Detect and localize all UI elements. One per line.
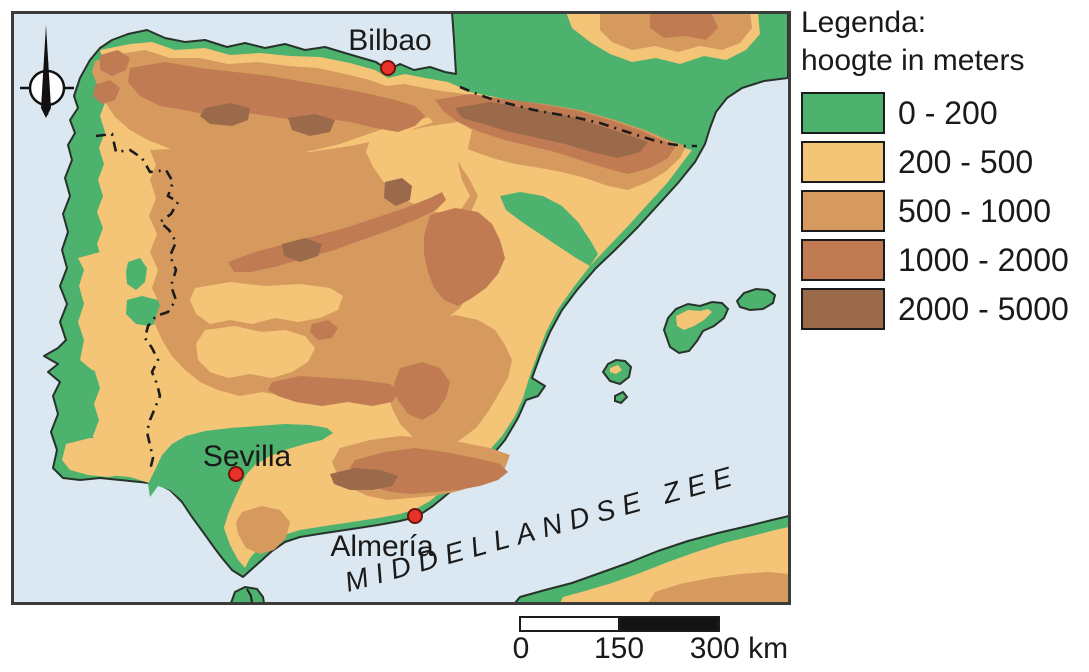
elevation-zone-1000-2000-sistema-central: [228, 192, 446, 272]
guadalquivir-valley-lowland: [148, 424, 333, 573]
upper-ebro-tan: [366, 122, 472, 214]
legend-swatch-200-500: [801, 141, 885, 183]
city-label-almeria: Almería: [330, 530, 434, 563]
elevation-zone-1000-2000-galicia-b: [93, 80, 120, 104]
elevation-zone-2000-5000-cantabrian-b: [288, 114, 335, 136]
island-menorca: [735, 287, 777, 312]
tagus-valley-tan: [190, 282, 343, 324]
elevation-zone-1000-2000-cantabrian: [128, 62, 425, 132]
city-marker-sevilla: Sevilla: [203, 440, 292, 482]
city-dot-bilbao: [380, 60, 396, 76]
legend-label-1000-2000: 1000 - 2000: [898, 241, 1069, 278]
elevation-zone-1000-2000-galicia-a: [100, 50, 130, 76]
city-label-bilbao: Bilbao: [348, 24, 431, 57]
legend-item-1000-2000: 1000 - 2000: [801, 239, 1087, 281]
elevation-zone-1000-2000-iberico: [424, 208, 505, 306]
elevation-zone-500-1000-africa: [648, 572, 789, 603]
map-frame: [11, 11, 791, 605]
elevation-zone-2000-5000-nevada: [330, 468, 398, 490]
elevation-zone-200-500-mallorca: [676, 309, 712, 330]
elevation-zone-500-1000-ronda: [236, 506, 290, 554]
legend-item-200-500: 200 - 500: [801, 141, 1087, 183]
legend-swatch-0-200: [801, 92, 885, 134]
elevation-zone-1000-2000-france: [650, 14, 718, 40]
legend-label-0-200: 0 - 200: [898, 94, 998, 131]
border-spain-portugal: [95, 132, 180, 471]
ebro-valley-lowland: [500, 192, 598, 266]
city-marker-bilbao: Bilbao: [348, 24, 432, 76]
border-morocco-tip: [246, 588, 253, 603]
north-arrow-compass-icon: [20, 25, 74, 118]
legend-swatch-500-1000: [801, 190, 885, 232]
legend-title-line2: hoogte in meters: [801, 44, 1025, 77]
scale-tick-0: 0: [513, 632, 530, 665]
scale-tick-150: 150: [594, 632, 644, 665]
elevation-zone-1000-2000-morena: [268, 376, 400, 406]
legend-item-500-1000: 500 - 1000: [801, 190, 1087, 232]
elevation-zone-200-500-ibiza: [610, 365, 622, 374]
scale-bar-left-segment: [519, 616, 620, 632]
scale-bar: 0 150 300 km: [513, 616, 788, 665]
legend-item-2000-5000: 2000 - 5000: [801, 288, 1087, 330]
legend-label-2000-5000: 2000 - 5000: [898, 290, 1069, 327]
elevation-zone-1000-2000-murcia: [394, 362, 450, 420]
legend-label-200-500: 200 - 500: [898, 143, 1034, 180]
legend: Legenda: hoogte in meters 0 - 200 200 - …: [801, 4, 1087, 337]
extremadura-tan: [196, 326, 315, 378]
city-label-sevilla: Sevilla: [203, 440, 292, 473]
portugal-border-lowland-1: [126, 258, 147, 290]
legend-items: 0 - 200 200 - 500 500 - 1000 1000 - 2000…: [801, 92, 1087, 330]
legend-title-line1: Legenda:: [801, 6, 927, 39]
elevation-zone-2000-5000-sistema-central: [282, 238, 322, 262]
legend-swatch-1000-2000: [801, 239, 885, 281]
morocco-tip: [230, 586, 265, 603]
city-dot-sevilla: [228, 466, 244, 482]
city-dot-almeria: [407, 508, 423, 524]
legend-item-0-200: 0 - 200: [801, 92, 1087, 134]
scale-bar-right-segment: [618, 616, 720, 632]
legend-label-500-1000: 500 - 1000: [898, 192, 1052, 229]
elevation-zone-2000-5000-pyrenees: [455, 102, 648, 158]
elevation-zone-2000-5000-cantabrian-a: [200, 103, 250, 126]
elevation-zone-2000-5000-iberico: [384, 178, 412, 206]
scale-tick-300km: 300 km: [690, 632, 788, 665]
elevation-zone-200-500-portugal-patch: [78, 252, 138, 376]
elevation-zone-1000-2000-cuenca: [310, 320, 338, 340]
elevation-zone-200-500-algarve-patch: [62, 438, 146, 477]
legend-swatch-2000-5000: [801, 288, 885, 330]
island-formentera: [614, 390, 629, 405]
city-marker-almeria: Almería: [330, 508, 434, 563]
